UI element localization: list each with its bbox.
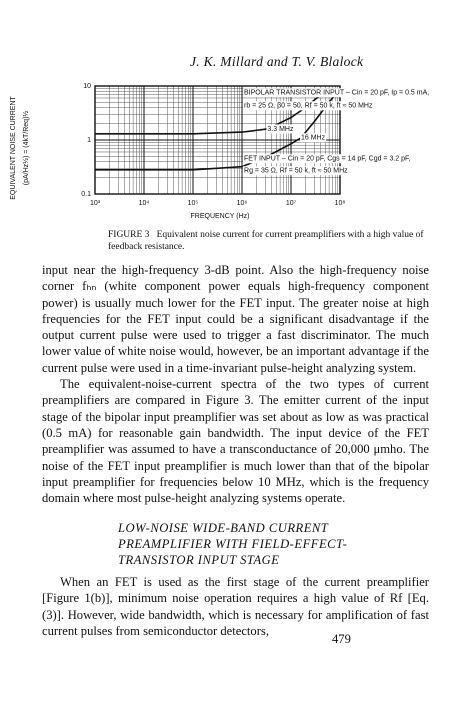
- annotation-bg: [300, 133, 327, 143]
- series-line: [95, 87, 341, 171]
- y-tick-label: 10: [83, 83, 91, 90]
- x-axis-label: FREQUENCY (Hz): [191, 213, 250, 220]
- plot-frame: [94, 85, 341, 195]
- x-tick-label: 10³: [90, 200, 101, 207]
- annotation: FET INPUT – Cin = 20 pF, Cgs = 14 pF, Cg…: [244, 156, 411, 163]
- figure-caption: FIGURE 3 Equivalent noise current for cu…: [108, 230, 428, 253]
- annotation: BIPOLAR TRANSISTOR INPUT – Cin = 20 pF, …: [244, 90, 429, 97]
- caption-label: FIGURE 3: [108, 230, 150, 240]
- heading-line: TRANSISTOR INPUT STAGE: [118, 553, 280, 567]
- x-tick-label: 10⁶: [237, 200, 248, 207]
- annotation: 3.3 MHz: [267, 126, 294, 133]
- paragraph: When an FET is used as the first stage o…: [42, 575, 429, 638]
- caption-text: Equivalent noise current for current pre…: [108, 230, 424, 252]
- annotation-bg: [243, 88, 431, 98]
- paragraph: The equivalent-noise-current spectra of …: [42, 377, 429, 506]
- y-axis-label: EQUIVALENT NOISE CURRENT: [10, 95, 17, 199]
- y-axis-label: (pA/Hz½) = (4kT/Req)½: [22, 111, 30, 186]
- heading-line: LOW-NOISE WIDE-BAND CURRENT: [118, 521, 329, 535]
- paragraph: input near the high-frequency 3-dB point…: [42, 263, 429, 375]
- x-tick-label: 10⁵: [188, 200, 199, 207]
- annotation: Rg = 35 Ω, Rf = 50 k, ft ≈ 50 MHz: [244, 168, 348, 175]
- annotation: 16 MHz: [301, 135, 326, 142]
- body-text: When an FET is used as the first stage o…: [42, 574, 429, 639]
- x-tick-label: 10⁸: [335, 200, 346, 207]
- chart: EQUIVALENT NOISE CURRENT (pA/Hz½) = (4kT…: [10, 83, 431, 220]
- page-number: 479: [332, 632, 351, 646]
- annotation: rb = 25 Ω, β0 = 50, Rf = 50 k, ft ≈ 50 M…: [244, 103, 373, 110]
- annotation-bg: [243, 101, 374, 111]
- annotation-bg: [266, 124, 295, 134]
- x-tick-label: 10⁴: [139, 200, 150, 207]
- y-tick-label: 1: [87, 137, 91, 144]
- section-heading: LOW-NOISE WIDE-BAND CURRENT PREAMPLIFIER…: [118, 520, 418, 568]
- annotation-bg: [243, 154, 412, 164]
- running-header: J. K. Millard and T. V. Blalock: [190, 54, 364, 69]
- body-text: input near the high-frequency 3-dB point…: [42, 262, 429, 506]
- heading-line: PREAMPLIFIER WITH FIELD-EFFECT-: [118, 537, 348, 551]
- y-tick-label: 0.1: [81, 191, 91, 198]
- annotation-bg: [243, 166, 349, 176]
- x-tick-label: 10⁷: [286, 200, 297, 207]
